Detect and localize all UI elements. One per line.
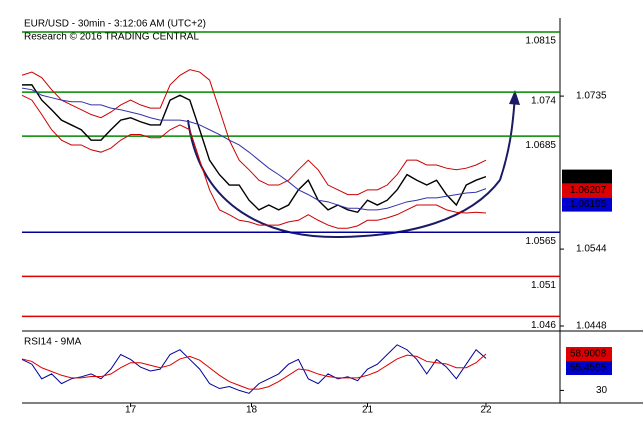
price-tag xyxy=(562,197,612,212)
price-tag-label: 1.06345 xyxy=(570,171,607,182)
y-tick-label: 1.0448 xyxy=(576,321,607,332)
x-tick-label: 21 xyxy=(362,405,374,416)
price-line xyxy=(22,84,487,214)
x-tick-label: 17 xyxy=(125,405,137,416)
level-label: 1.051 xyxy=(531,280,556,291)
price-tag-label: 1.06207 xyxy=(570,185,607,196)
x-tick-label: 22 xyxy=(480,405,492,416)
price-line xyxy=(21,87,487,211)
level-label: 1.074 xyxy=(531,96,556,107)
y-tick-label: 1.0544 xyxy=(576,244,607,255)
rsi-tag xyxy=(566,361,612,376)
level-label: 1.0685 xyxy=(525,140,556,151)
y-tick-label: 1.0735 xyxy=(576,91,607,102)
price-line xyxy=(21,94,487,229)
price-tag xyxy=(562,183,612,198)
price-tag-label: 1.06195 xyxy=(570,199,607,210)
rsi-line xyxy=(21,344,487,394)
price-tag xyxy=(562,169,612,184)
rsi-tag-label: 55.4595 xyxy=(570,363,607,374)
rsi-y-tick-label: 30 xyxy=(596,385,608,396)
chart-title: EUR/USD - 30min - 3:12:06 AM (UTC+2) xyxy=(24,19,206,30)
level-label: 1.0815 xyxy=(525,36,556,47)
arrow-head xyxy=(509,90,520,105)
rsi-tag-label: 58.9008 xyxy=(570,349,607,360)
chart-subtitle: Research © 2016 TRADING CENTRAL xyxy=(24,32,199,43)
rsi-line xyxy=(21,353,487,390)
level-label: 1.0565 xyxy=(525,236,556,247)
x-tick-label: 18 xyxy=(246,405,258,416)
rsi-title: RSI14 - 9MA xyxy=(24,337,82,348)
level-label: 1.046 xyxy=(531,320,556,331)
rsi-tag xyxy=(566,347,612,362)
price-line xyxy=(21,69,487,196)
